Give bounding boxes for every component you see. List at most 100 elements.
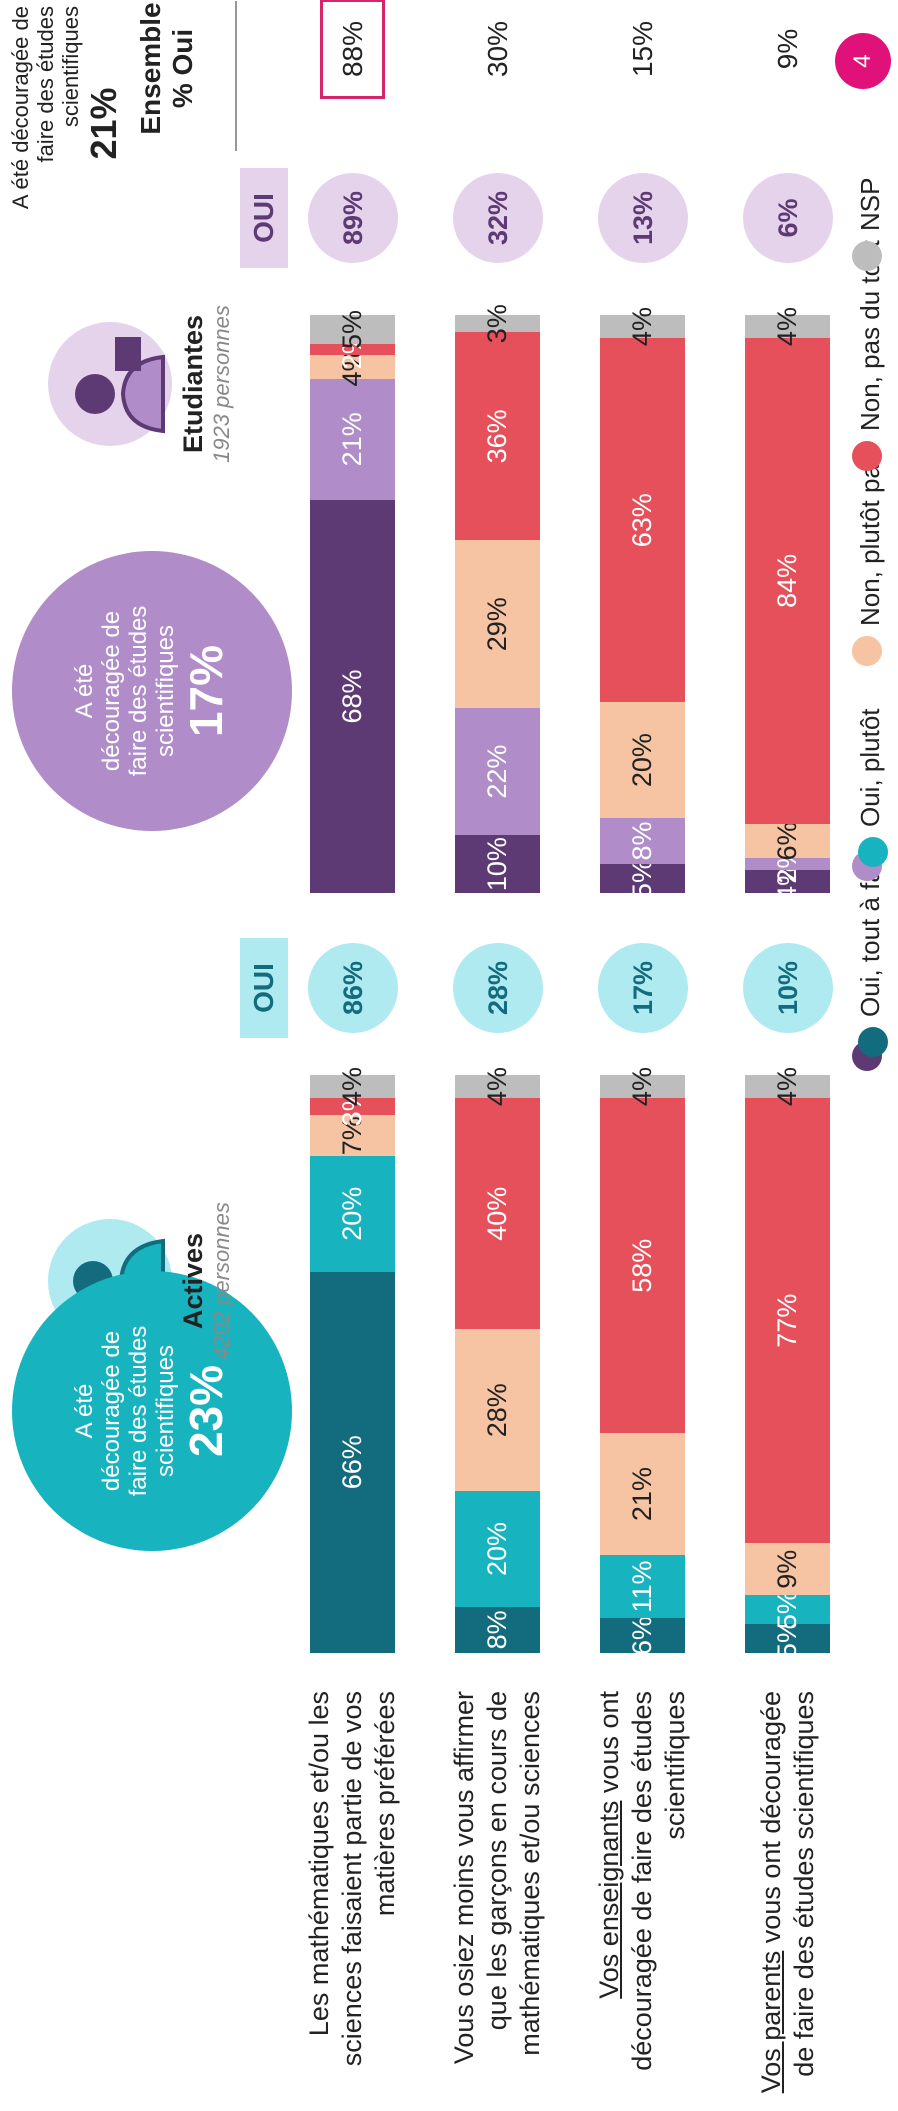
legend-dot xyxy=(858,1027,888,1057)
segment-label: 5% xyxy=(337,309,367,349)
group-count: 1923 personnes xyxy=(209,305,234,463)
segment-label: 6% xyxy=(627,1616,657,1656)
segment-label: 21% xyxy=(627,1467,657,1522)
bar-segment: 4% xyxy=(310,1067,395,1106)
segment-label: 40% xyxy=(482,1186,512,1241)
oui-circle: 89% xyxy=(308,173,398,263)
oui-value: 17% xyxy=(627,960,658,1016)
legend-swatch xyxy=(852,1027,888,1071)
oui-value: 6% xyxy=(772,198,803,238)
segment-label: 20% xyxy=(627,733,657,788)
segment-label: 68% xyxy=(337,669,367,724)
oui-value: 89% xyxy=(337,190,368,246)
legend-label: Non, plutôt pas xyxy=(854,451,885,626)
bar-segment: 36% xyxy=(455,332,540,541)
bar-segment: 8% xyxy=(455,1606,540,1653)
ensemble-label: Ensemble% Oui xyxy=(135,1,199,136)
oui-value: 32% xyxy=(482,190,513,246)
bar-segment: 8% xyxy=(600,817,685,865)
legend-item: Oui, plutôt xyxy=(850,708,890,881)
bar-segment: 6% xyxy=(745,821,830,861)
circle-text: A été découragée de faire des études sci… xyxy=(71,605,179,777)
bar-segment: 9% xyxy=(745,1543,830,1596)
bar-segment: 21% xyxy=(600,1433,685,1555)
segment-label: 10% xyxy=(482,837,512,892)
legend-item: NSP xyxy=(850,178,890,271)
bar-segment: 6% xyxy=(600,1616,685,1656)
question-text: Vos parents vous ont découragée de faire… xyxy=(755,1691,821,2101)
segment-label: 21% xyxy=(337,412,367,467)
question-text: Vous osiez moins vous affirmer que les g… xyxy=(448,1691,547,2101)
segment-label: 20% xyxy=(482,1521,512,1576)
segment-label: 4% xyxy=(772,1067,802,1107)
legend-dot xyxy=(852,636,882,666)
segment-label: 36% xyxy=(482,409,512,464)
oui-circle: 17% xyxy=(598,943,688,1033)
circle-value: 17% xyxy=(180,644,232,738)
bar-segment: 10% xyxy=(455,835,540,893)
segment-label: 4% xyxy=(627,307,657,347)
question-part: Vous osiez moins vous affirmer que les g… xyxy=(449,1691,545,2065)
oui-circle: 10% xyxy=(743,943,833,1033)
ensemble-label-1: Ensemble xyxy=(135,2,166,135)
ensemble-value: 9% xyxy=(771,28,803,70)
group-name: Actives xyxy=(178,1232,208,1330)
bar-segment: 40% xyxy=(455,1098,540,1330)
circle-text: A été découragée de faire des études sci… xyxy=(71,1325,179,1497)
question-part: Vos parents xyxy=(755,1950,786,2094)
segment-label: 84% xyxy=(772,553,802,608)
legend-dot xyxy=(858,837,888,867)
bar-segment: 68% xyxy=(310,499,395,893)
bar-segment: 66% xyxy=(310,1271,395,1653)
segment-label: 5% xyxy=(627,859,657,899)
segment-label: 5% xyxy=(772,1590,802,1630)
legend-dot xyxy=(852,241,882,271)
bar-segment: 29% xyxy=(455,540,540,709)
group-count: 4202 personnes xyxy=(209,1202,234,1360)
bar-segment: 5% xyxy=(600,859,685,898)
legend-item: Non, pas du tout xyxy=(850,240,890,471)
ensemble-header: A été découragée de faire des études sci… xyxy=(8,6,125,241)
segment-label: 29% xyxy=(482,597,512,652)
legend-item: Oui, tout à fait xyxy=(850,855,890,1071)
bar-segment: 5% xyxy=(310,310,395,349)
bar-segment: 20% xyxy=(310,1155,395,1272)
question-label: Vous osiez moins vous affirmer que les g… xyxy=(435,1691,560,2101)
bar-segment: 5% xyxy=(745,1590,830,1629)
segment-label: 20% xyxy=(337,1186,367,1241)
segment-label: 77% xyxy=(772,1293,802,1348)
question-part: Vos enseignants xyxy=(594,1800,624,1999)
segment-label: 8% xyxy=(627,821,657,861)
segment-label: 11% xyxy=(627,1560,657,1613)
question-text: Les mathématiques et/ou les sciences fai… xyxy=(303,1691,402,2101)
bar-segment: 4% xyxy=(745,1067,830,1106)
question-label: Vos enseignants vous ont découragée de f… xyxy=(580,1691,705,2101)
legend-item: Non, plutôt pas xyxy=(850,451,890,666)
legend-dot xyxy=(852,441,882,471)
segment-label: 4% xyxy=(627,1067,657,1107)
segment-label: 58% xyxy=(627,1238,657,1293)
segment-label: 4% xyxy=(772,307,802,347)
question-part: Les mathématiques et/ou les sciences fai… xyxy=(304,1691,400,2067)
oui-circle: 6% xyxy=(743,173,833,263)
bar-segment: 58% xyxy=(600,1098,685,1434)
legend-swatch xyxy=(852,837,888,881)
segment-label: 8% xyxy=(482,1610,512,1650)
segment-label: 22% xyxy=(482,744,512,799)
bar-segment: 4% xyxy=(745,307,830,346)
oui-circle: 86% xyxy=(308,943,398,1033)
segment-label: 66% xyxy=(337,1435,367,1490)
group-name: Etudiantes xyxy=(178,314,208,454)
segment-label: 3% xyxy=(482,304,512,344)
oui-circle: 13% xyxy=(598,173,688,263)
oui-header: OUI xyxy=(240,938,288,1038)
ensemble-value: 30% xyxy=(481,20,513,78)
group-label: Actives 4202 personnes xyxy=(178,1171,235,1391)
oui-value: 13% xyxy=(627,190,658,246)
segment-label: 6% xyxy=(772,821,802,861)
question-label: Les mathématiques et/ou les sciences fai… xyxy=(290,1691,415,2101)
legend-swatch xyxy=(852,441,888,471)
summary-circle: A été découragée de faire des études sci… xyxy=(12,1271,292,1551)
oui-circle: 28% xyxy=(453,943,543,1033)
